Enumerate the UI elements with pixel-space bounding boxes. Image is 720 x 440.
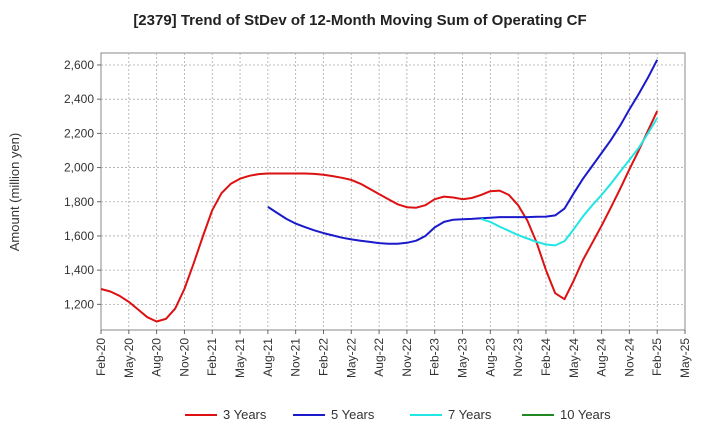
y-axis-ticks: 1,200 1,400 1,600 1,800 2,000 2,200 2,400 2,600 (64, 58, 101, 311)
legend: 3 Years 5 Years 7 Years 10 Years (185, 407, 611, 422)
x-tick-label: May-25 (678, 338, 692, 378)
series-line-3-years (100, 110, 659, 323)
series-line-7-years (480, 117, 659, 247)
y-tick-label: 1,600 (64, 229, 94, 243)
y-tick-label: 1,200 (64, 297, 94, 311)
x-tick-label: Aug-21 (261, 338, 275, 377)
series-lines (100, 59, 659, 323)
y-axis-title: Amount (million yen) (7, 133, 22, 252)
x-tick-label: Feb-25 (650, 338, 664, 376)
x-tick-label: May-21 (233, 338, 247, 378)
x-tick-label: Nov-21 (289, 338, 303, 377)
x-tick-label: Nov-20 (177, 338, 191, 377)
x-tick-label: Feb-20 (94, 338, 108, 376)
x-tick-label: Aug-23 (483, 338, 497, 377)
legend-label: 5 Years (331, 407, 375, 422)
plot-frame (100, 52, 686, 331)
x-tick-label: May-23 (456, 338, 470, 378)
x-tick-label: Nov-24 (622, 338, 636, 377)
x-tick-label: Aug-24 (595, 338, 609, 377)
legend-label: 7 Years (448, 407, 492, 422)
series-line-5-years (267, 59, 659, 245)
y-tick-label: 2,600 (64, 58, 94, 72)
x-tick-label: Feb-24 (539, 338, 553, 376)
x-tick-label: Feb-22 (316, 338, 330, 376)
y-tick-label: 1,400 (64, 263, 94, 277)
y-tick-label: 2,400 (64, 92, 94, 106)
x-tick-label: Feb-21 (205, 338, 219, 376)
chart-title: [2379] Trend of StDev of 12-Month Moving… (133, 12, 587, 29)
legend-label: 10 Years (560, 407, 611, 422)
x-axis-ticks: Feb-20 May-20 Aug-20 Nov-20 Feb-21 May-21 Aug-… (94, 330, 692, 378)
x-tick-label: Aug-20 (150, 338, 164, 377)
x-tick-label: Nov-23 (511, 338, 525, 377)
x-tick-label: May-24 (567, 338, 581, 378)
x-tick-label: Aug-22 (372, 338, 386, 377)
legend-label: 3 Years (223, 407, 267, 422)
y-tick-label: 2,000 (64, 161, 94, 175)
x-tick-label: May-20 (122, 338, 136, 378)
x-tick-label: Nov-22 (400, 338, 414, 377)
y-tick-label: 1,800 (64, 195, 94, 209)
y-tick-label: 2,200 (64, 126, 94, 140)
x-tick-label: May-22 (344, 338, 358, 378)
x-tick-label: Feb-23 (428, 338, 442, 376)
